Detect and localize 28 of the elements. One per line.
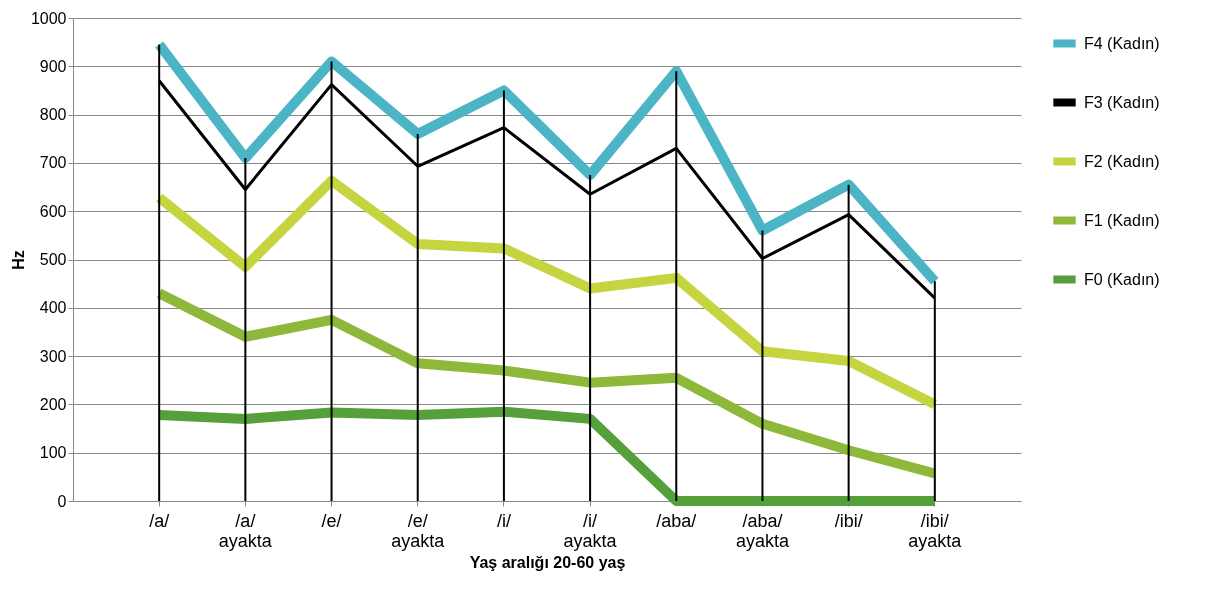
y-axis-title: Hz	[9, 250, 27, 270]
x-tick-label: /ibi/	[834, 510, 863, 531]
legend-label: F0 (Kadın)	[1084, 270, 1160, 288]
legend-label: F2 (Kadın)	[1084, 152, 1160, 170]
y-tick-label: 900	[39, 57, 67, 75]
x-tick-label: /a/ ayakta	[218, 510, 273, 551]
y-tick-label: 300	[39, 347, 67, 365]
legend-label: F1 (Kadın)	[1084, 211, 1160, 229]
y-tick-label: 400	[39, 299, 67, 317]
y-tick-label: 200	[39, 395, 67, 413]
x-tick-label: /e/ ayakta	[391, 510, 446, 551]
legend-label: F3 (Kadın)	[1084, 93, 1160, 111]
x-tick-label: /i/	[496, 510, 511, 531]
y-tick-label: 700	[39, 154, 67, 172]
x-axis-title: Yaş aralığı 20-60 yaş	[469, 553, 626, 571]
x-tick-label: /e/	[321, 510, 342, 531]
y-tick-label: 500	[39, 251, 67, 268]
x-tick-label: /a/	[149, 510, 170, 531]
legend-label: F4 (Kadın)	[1084, 34, 1160, 52]
y-tick-label: 100	[39, 444, 67, 462]
y-tick-label: 600	[39, 202, 67, 220]
x-tick-label: /aba/	[656, 510, 697, 531]
x-tick-label: /i/ ayakta	[563, 510, 618, 551]
x-tick-label: /aba/ ayakta	[735, 510, 790, 551]
y-tick-label: 1000	[30, 9, 67, 27]
y-tick-label: 800	[39, 106, 67, 124]
y-tick-label: 0	[57, 492, 67, 510]
x-tick-label: /ibi/ ayakta	[908, 510, 963, 551]
